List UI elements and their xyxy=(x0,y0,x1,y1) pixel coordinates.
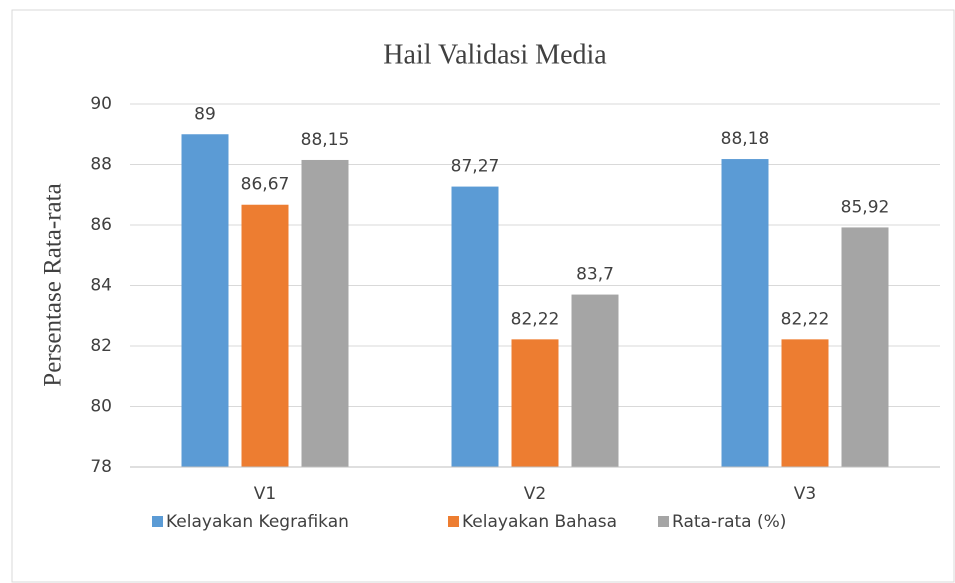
y-tick-label: 86 xyxy=(90,215,112,235)
y-axis-label: Persentase Rata-rata xyxy=(40,183,67,386)
y-tick-label: 82 xyxy=(90,336,112,356)
x-tick-label: V2 xyxy=(524,484,546,504)
y-tick-label: 90 xyxy=(90,94,112,114)
x-tick-label: V3 xyxy=(794,484,816,504)
bar xyxy=(571,294,619,467)
legend-swatch xyxy=(152,516,163,527)
x-tick-label: V1 xyxy=(254,484,276,504)
bar xyxy=(781,339,829,467)
legend-label: Rata-rata (%) xyxy=(672,512,786,532)
bar xyxy=(451,186,499,467)
bar xyxy=(511,339,559,467)
bar xyxy=(241,204,289,468)
legend-label: Kelayakan Bahasa xyxy=(462,512,617,532)
data-label: 87,27 xyxy=(451,157,500,177)
legend-swatch xyxy=(658,516,669,527)
y-tick-label: 80 xyxy=(90,397,112,417)
y-tick-label: 84 xyxy=(90,276,112,296)
y-tick-label: 78 xyxy=(90,457,112,477)
legend-swatch xyxy=(448,516,459,527)
bar xyxy=(841,227,889,467)
data-label: 85,92 xyxy=(841,197,890,217)
data-label: 88,18 xyxy=(721,129,770,149)
data-label: 83,7 xyxy=(576,265,614,285)
bar xyxy=(721,159,769,467)
bar xyxy=(181,134,229,467)
data-label: 82,22 xyxy=(781,309,830,329)
data-label: 89 xyxy=(194,104,216,124)
legend-label: Kelayakan Kegrafikan xyxy=(166,512,349,532)
data-label: 86,67 xyxy=(241,175,290,195)
data-label: 82,22 xyxy=(511,309,560,329)
bar xyxy=(301,159,349,467)
y-tick-label: 88 xyxy=(90,155,112,175)
data-label: 88,15 xyxy=(301,130,350,150)
chart-title: Hail Validasi Media xyxy=(383,39,607,70)
